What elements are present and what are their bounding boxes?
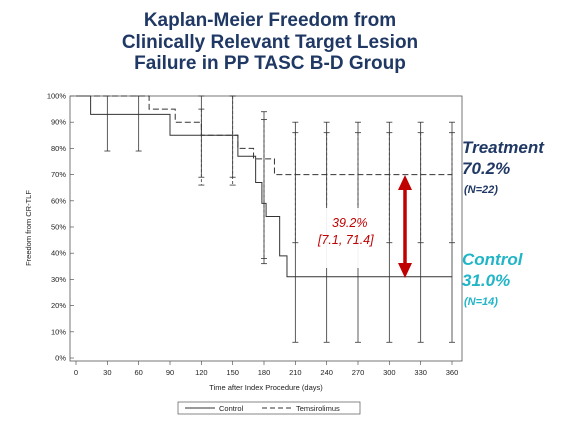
x-tick-label: 270 xyxy=(352,368,365,377)
title-line-3: Failure in PP TASC B-D Group xyxy=(134,53,406,74)
x-tick-label: 30 xyxy=(103,368,111,377)
y-tick-label: 10% xyxy=(51,327,66,336)
temsirolimus-error-bar xyxy=(386,132,393,244)
y-tick-label: 100% xyxy=(47,92,67,101)
legend: Control Temsirolimus xyxy=(177,401,361,415)
title-line-2: Clinically Relevant Target Lesion xyxy=(121,31,419,53)
x-tick-label: 0 xyxy=(74,368,78,377)
x-tick-label: 120 xyxy=(195,368,208,377)
legend-control-label: Control xyxy=(219,404,244,413)
temsirolimus-error-bar xyxy=(449,132,455,244)
x-tick-label: 300 xyxy=(383,368,396,377)
x-axis-label: Time after Index Procedure (days) xyxy=(209,383,323,392)
treatment-percent: 70.2% xyxy=(462,159,511,178)
chart-title: Kaplan-Meier Freedom from Clinically Rel… xyxy=(70,10,470,75)
temsirolimus-error-bar xyxy=(417,132,424,244)
difference-label-box xyxy=(300,208,386,268)
y-tick-label: 50% xyxy=(51,223,66,232)
arrow-head-bottom xyxy=(398,263,412,278)
y-tick-label: 90% xyxy=(51,118,66,127)
temsirolimus-error-bar xyxy=(292,132,299,244)
y-axis-label: Freedom from CR-TLF xyxy=(24,190,33,266)
temsirolimus-error-bar xyxy=(198,108,205,186)
temsirolimus-error-bar xyxy=(261,119,267,259)
x-tick-label: 90 xyxy=(166,368,174,377)
x-tick-label: 360 xyxy=(446,368,459,377)
x-tick-label: 210 xyxy=(289,368,302,377)
legend-box xyxy=(177,401,361,415)
difference-arrow xyxy=(398,175,412,278)
treatment-label: Treatment xyxy=(462,138,544,157)
control-error-bar xyxy=(104,95,111,152)
control-percent: 31.0% xyxy=(462,271,511,290)
arrow-head-top xyxy=(398,175,412,190)
x-tick-label: 60 xyxy=(134,368,142,377)
y-tick-label: 20% xyxy=(51,301,66,310)
control-label: Control xyxy=(462,250,523,269)
x-tick-label: 330 xyxy=(414,368,427,377)
y-tick-label: 80% xyxy=(51,144,66,153)
control-km-curve xyxy=(76,95,452,278)
y-tick-label: 70% xyxy=(51,170,66,179)
temsirolimus-km-curve xyxy=(76,95,452,176)
difference-ci: [7.1, 71.4] xyxy=(318,233,374,247)
plot-frame xyxy=(69,95,463,362)
difference-value: 39.2% xyxy=(332,216,368,230)
control-n: (N=14) xyxy=(464,296,498,308)
y-tick-label: 40% xyxy=(51,249,66,258)
x-tick-label: 180 xyxy=(258,368,271,377)
y-tick-label: 0% xyxy=(55,354,66,363)
y-tick-label: 30% xyxy=(51,275,66,284)
y-tick-label: 60% xyxy=(51,196,66,205)
treatment-n: (N=22) xyxy=(464,184,498,196)
legend-temsirolimus-label: Temsirolimus xyxy=(296,404,340,413)
x-tick-label: 150 xyxy=(226,368,239,377)
temsirolimus-error-bar xyxy=(229,95,236,186)
title-line-1: Kaplan-Meier Freedom from xyxy=(143,10,397,31)
control-error-bar xyxy=(135,95,142,152)
x-tick-label: 240 xyxy=(320,368,333,377)
